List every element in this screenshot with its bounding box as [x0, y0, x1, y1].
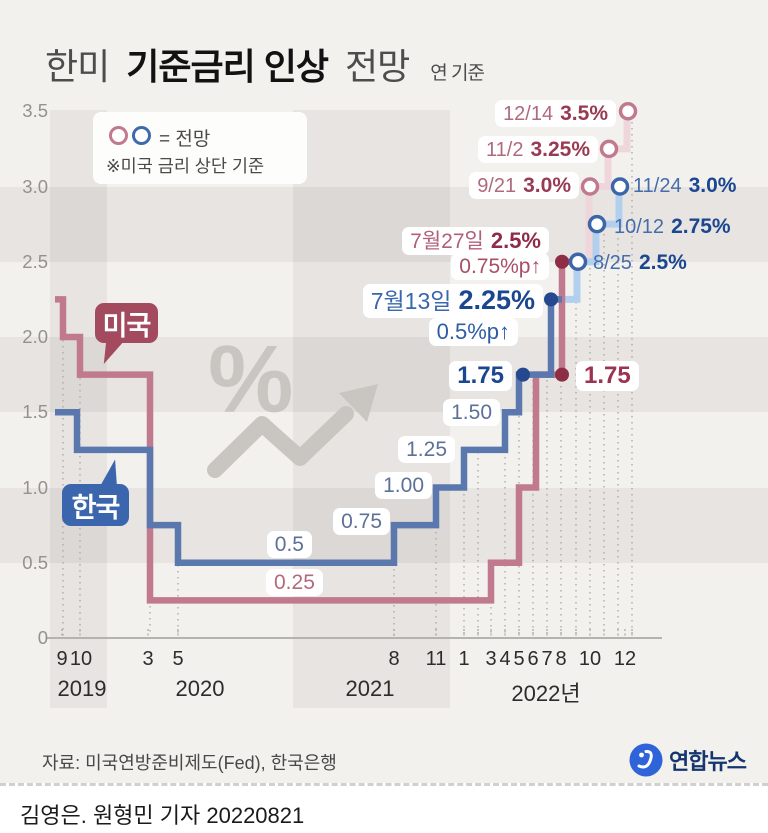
y-tick: 1.0: [22, 477, 48, 498]
x-month: 11: [425, 648, 447, 670]
kr-marker-dot: [544, 292, 558, 307]
x-year-2020: 2020: [175, 676, 225, 701]
us-forecast-circle-icon: [109, 126, 128, 145]
kr-hike-label: 7월13일 2.25%: [362, 284, 543, 318]
y-tick: 0: [37, 627, 48, 648]
x-month: 5: [513, 648, 525, 670]
x-month: 12: [613, 648, 637, 670]
brand-name: 연합뉴스: [669, 749, 747, 774]
x-year-2019: 2019: [57, 676, 107, 701]
x-month: 8: [555, 648, 567, 670]
kr-forecast-label-1012: 10/12 2.75%: [614, 215, 731, 238]
x-month: 8: [388, 648, 400, 670]
y-tick: 0.5: [22, 552, 48, 573]
kr-step-100: 1.00: [375, 472, 432, 500]
kr-step-150: 1.50: [443, 399, 500, 427]
y-tick: 1.5: [22, 401, 48, 422]
x-month: 3: [142, 648, 154, 670]
us-forecast-label-1214: 12/14 3.5%: [495, 100, 616, 128]
kr-series-badge: 한국: [62, 484, 129, 526]
kr-forecast-label-1124: 11/24 3.0%: [633, 174, 737, 197]
kr-level-175-label: 1.75: [449, 361, 512, 392]
us-forecast-point: [618, 102, 638, 121]
y-tick: 2.0: [22, 326, 48, 347]
title-main: 기준금리 인상: [126, 46, 329, 87]
title-prefix: 한미: [45, 46, 110, 87]
credit-text: 김영은. 원형민 기자 20220821: [20, 803, 305, 828]
y-tick: 3.5: [22, 100, 48, 121]
kr-step-075: 0.75: [333, 508, 390, 536]
kr-step-125: 1.25: [398, 436, 455, 464]
kr-step-050: 0.5: [266, 531, 312, 559]
x-month: 10: [578, 648, 602, 670]
credit-bar: 김영은. 원형민 기자 20220821: [0, 783, 768, 833]
us-hike-label: 7월27일 2.5%: [402, 227, 549, 256]
x-month: 1: [458, 648, 470, 670]
title-suffix: 전망: [345, 46, 410, 87]
x-month: 6: [527, 648, 539, 670]
kr-badge-tail: [98, 459, 117, 487]
x-month: 7: [541, 648, 553, 670]
y-tick: 2.5: [22, 251, 48, 272]
brand-lockup: 연합뉴스: [628, 742, 747, 778]
y-tick: 3.0: [22, 176, 48, 197]
band-2021: [293, 110, 450, 708]
legend-forecast-label: = 전망: [159, 129, 211, 150]
us-badge-tail: [103, 340, 124, 366]
legend-note: ※미국 금리 상단 기준: [106, 156, 265, 176]
legend-box: = 전망 ※미국 금리 상단 기준: [93, 112, 307, 184]
source-note: 자료: 미국연방준비제도(Fed), 한국은행: [42, 753, 337, 773]
x-month: 9: [56, 648, 68, 670]
chart-card: 한미 기준금리 인상 전망 연 기준 = 전망 ※미국 금리 상단 기준 % 3…: [0, 0, 768, 783]
title-unit: 연 기준: [430, 63, 485, 84]
band-2019: [50, 110, 107, 708]
us-forecast-point: [599, 139, 619, 159]
x-year-2021: 2021: [345, 676, 395, 701]
us-forecast-label-0921: 9/21 3.0%: [469, 172, 579, 200]
us-forecast-label-1102: 11/2 3.25%: [478, 136, 598, 164]
x-month: 5: [172, 648, 184, 670]
kr-hike-change-label: 0.5%p↑: [428, 318, 518, 347]
band-2p5-3p0: [0, 187, 768, 262]
x-month: 4: [499, 648, 511, 670]
x-year-2022: 2022년: [511, 681, 581, 706]
us-step-025: 0.25: [266, 569, 323, 597]
us-level-175-label: 1.75: [576, 361, 639, 392]
us-hike-change-label: 0.75%p↑: [451, 253, 549, 281]
page-title: 한미 기준금리 인상 전망 연 기준: [45, 38, 485, 90]
x-month: 3: [485, 648, 497, 670]
us-series-badge: 미국: [95, 303, 158, 343]
yonhap-logo-icon: [629, 743, 663, 777]
x-month: 10: [69, 648, 93, 670]
kr-forecast-label-0825: 8/25 2.5%: [593, 251, 687, 274]
kr-forecast-circle-icon: [132, 126, 151, 145]
